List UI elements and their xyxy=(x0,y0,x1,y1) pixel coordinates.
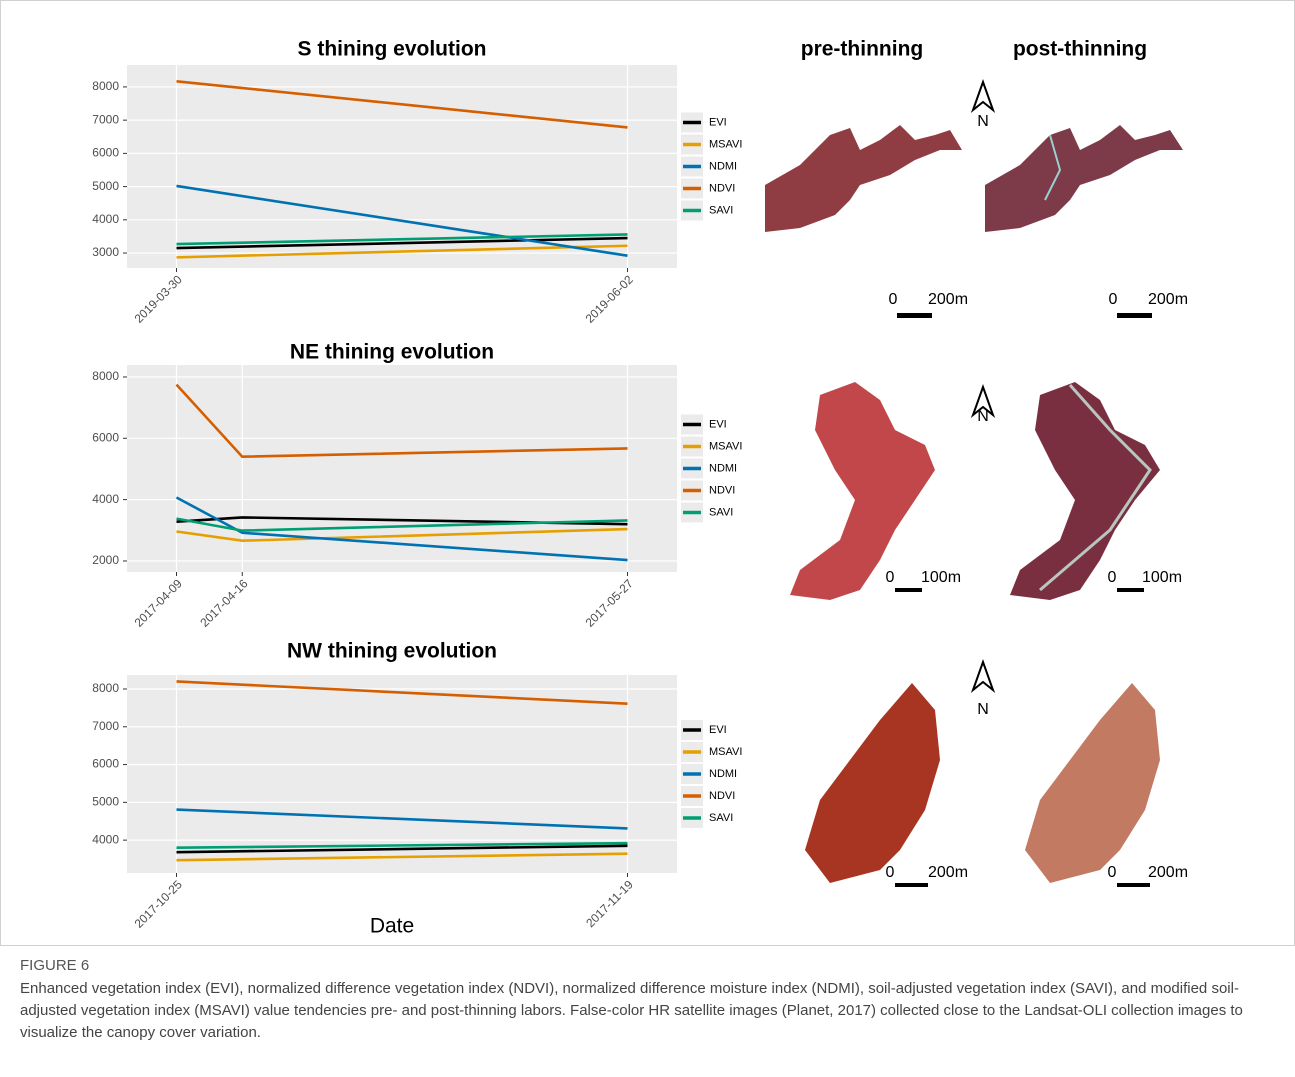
figure-label: FIGURE 6 xyxy=(20,957,89,974)
y-tick-label: 4000 xyxy=(92,832,119,846)
legend-label: EVI xyxy=(709,116,727,128)
north-label: N xyxy=(977,408,989,425)
legend-label: MSAVI xyxy=(709,138,742,150)
legend-label: MSAVI xyxy=(709,440,742,452)
image-nw-pre xyxy=(805,683,940,883)
image-s-pre xyxy=(765,125,962,232)
y-tick-label: 5000 xyxy=(92,795,119,809)
legend-label: NDVI xyxy=(709,790,735,802)
image-s-post xyxy=(985,125,1183,232)
figure-caption: Enhanced vegetation index (EVI), normali… xyxy=(20,978,1270,1044)
line-chart: NW thining evolution 4000 5000 6000 7000 8000… xyxy=(92,640,750,938)
legend-label: EVI xyxy=(709,724,727,736)
chart-title: NE thining evolution xyxy=(290,341,494,364)
scale-bar xyxy=(895,588,922,592)
y-tick-label: 2000 xyxy=(92,553,119,567)
x-tick-label: 2019-03-30 xyxy=(132,272,186,326)
satellite-images xyxy=(765,125,1183,883)
x-tick-label: 2017-10-25 xyxy=(132,877,186,931)
chart-title: NW thining evolution xyxy=(287,640,497,663)
north-label: N xyxy=(977,701,989,718)
x-axis-label: Date xyxy=(370,915,414,938)
y-tick-label: 4000 xyxy=(92,492,119,506)
image-header: pre-thinning xyxy=(801,38,923,61)
legend-label: EVI xyxy=(709,418,727,430)
scale-length: 200m xyxy=(1148,291,1188,308)
x-tick-label: 2017-05-27 xyxy=(583,576,637,630)
scale-zero: 0 xyxy=(1109,291,1118,308)
north-arrow xyxy=(973,662,993,690)
north-arrows: N N N xyxy=(973,82,993,718)
y-tick-label: 4000 xyxy=(92,212,119,226)
scale-length: 100m xyxy=(1142,569,1182,586)
legend-label: SAVI xyxy=(709,204,733,216)
legend-label: SAVI xyxy=(709,506,733,518)
y-tick-label: 6000 xyxy=(92,146,119,160)
plot-background xyxy=(127,365,677,572)
scale-zero: 0 xyxy=(1108,569,1117,586)
y-tick-label: 8000 xyxy=(92,681,119,695)
x-tick-label: 2017-11-19 xyxy=(583,877,636,930)
image-ne-pre xyxy=(790,382,935,600)
y-tick-label: 8000 xyxy=(92,79,119,93)
y-tick-label: 7000 xyxy=(92,112,119,126)
x-tick-label: 2017-04-16 xyxy=(197,576,251,630)
scale-bar xyxy=(1117,313,1152,318)
image-header: post-thinning xyxy=(1013,38,1147,61)
line-chart: S thining evolution 3000 4000 5000 6000 7000 8… xyxy=(92,38,750,326)
scale-length: 200m xyxy=(928,291,968,308)
scale-length: 100m xyxy=(921,569,961,586)
image-nw-post xyxy=(1025,683,1160,883)
y-tick-label: 7000 xyxy=(92,719,119,733)
x-tick-label: 2019-06-02 xyxy=(583,272,637,326)
y-tick-label: 5000 xyxy=(92,179,119,193)
scale-zero: 0 xyxy=(886,569,895,586)
y-tick-label: 6000 xyxy=(92,430,119,444)
legend-label: MSAVI xyxy=(709,746,742,758)
legend-label: NDMI xyxy=(709,160,737,172)
legend-label: NDVI xyxy=(709,182,735,194)
scale-bar xyxy=(1117,588,1144,592)
legend-label: SAVI xyxy=(709,812,733,824)
legend-label: NDMI xyxy=(709,462,737,474)
line-chart: NE thining evolution 2000 4000 6000 8000 2017… xyxy=(92,341,750,630)
figure: pre-thinning post-thinning N N N 0 200m … xyxy=(0,0,1295,1077)
chart-title: S thining evolution xyxy=(298,38,487,61)
x-tick-label: 2017-04-09 xyxy=(132,576,186,630)
scale-bar xyxy=(897,313,932,318)
scale-bar xyxy=(895,883,928,887)
y-tick-label: 6000 xyxy=(92,757,119,771)
north-arrow xyxy=(973,82,993,110)
scale-length: 200m xyxy=(928,864,968,881)
north-label: N xyxy=(977,113,989,130)
scale-zero: 0 xyxy=(889,291,898,308)
figure-panel: pre-thinning post-thinning N N N 0 200m … xyxy=(0,0,1295,950)
scale-zero: 0 xyxy=(886,864,895,881)
scale-length: 200m xyxy=(1148,864,1188,881)
scale-bar xyxy=(1117,883,1150,887)
y-tick-label: 3000 xyxy=(92,245,119,259)
scale-zero: 0 xyxy=(1108,864,1117,881)
y-tick-label: 8000 xyxy=(92,369,119,383)
legend-label: NDVI xyxy=(709,484,735,496)
legend-label: NDMI xyxy=(709,768,737,780)
